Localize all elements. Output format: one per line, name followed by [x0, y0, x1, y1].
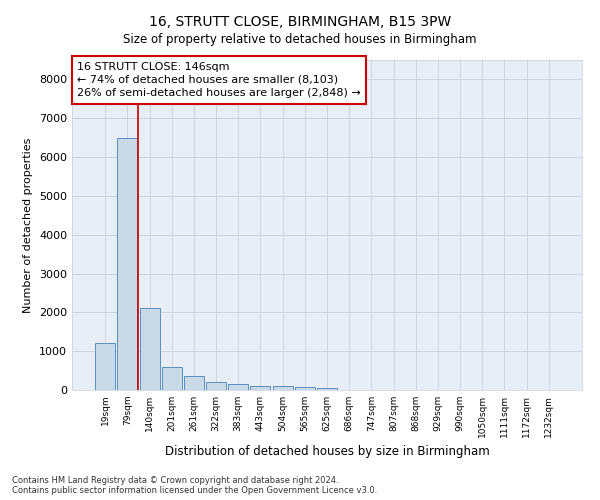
Text: 16 STRUTT CLOSE: 146sqm
← 74% of detached houses are smaller (8,103)
26% of semi: 16 STRUTT CLOSE: 146sqm ← 74% of detache… [77, 62, 361, 98]
X-axis label: Distribution of detached houses by size in Birmingham: Distribution of detached houses by size … [164, 446, 490, 458]
Text: Contains HM Land Registry data © Crown copyright and database right 2024.
Contai: Contains HM Land Registry data © Crown c… [12, 476, 377, 495]
Bar [118, 138, 137, 390]
Bar [206, 382, 226, 390]
Bar [228, 384, 248, 390]
Bar [272, 386, 293, 390]
Text: 16, STRUTT CLOSE, BIRMINGHAM, B15 3PW: 16, STRUTT CLOSE, BIRMINGHAM, B15 3PW [149, 15, 451, 29]
Bar [140, 308, 160, 390]
Bar [184, 376, 204, 390]
Bar [295, 388, 315, 390]
Bar [250, 386, 271, 390]
Bar [95, 344, 115, 390]
Bar [317, 388, 337, 390]
Bar [162, 366, 182, 390]
Y-axis label: Number of detached properties: Number of detached properties [23, 138, 34, 312]
Text: Size of property relative to detached houses in Birmingham: Size of property relative to detached ho… [123, 32, 477, 46]
